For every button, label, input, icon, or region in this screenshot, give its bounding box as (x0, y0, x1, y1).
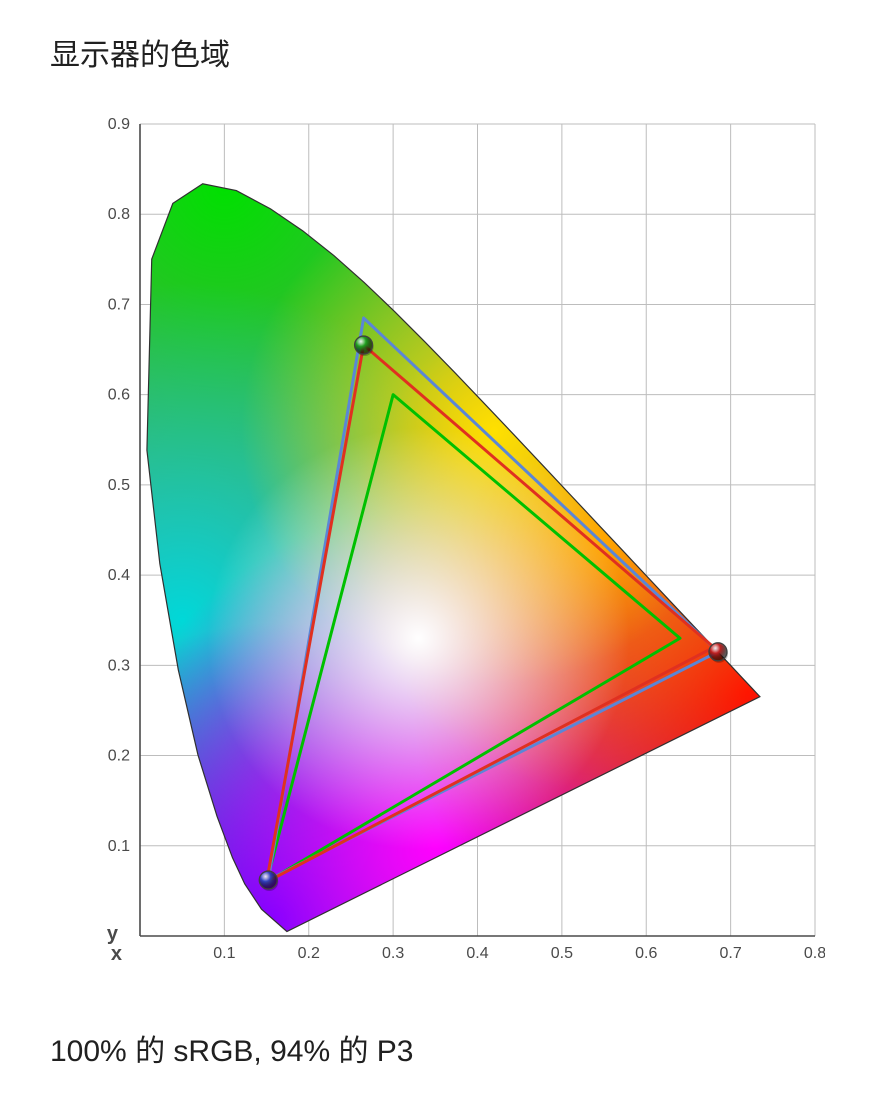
svg-text:x: x (111, 943, 122, 965)
gamut-caption: 100% 的 sRGB, 94% 的 P3 (50, 1026, 843, 1070)
svg-text:0.1: 0.1 (108, 838, 130, 855)
svg-text:0.5: 0.5 (108, 477, 130, 494)
svg-text:0.6: 0.6 (108, 387, 130, 404)
svg-text:0.8: 0.8 (804, 945, 825, 962)
svg-text:0.3: 0.3 (382, 945, 404, 962)
svg-text:y: y (107, 923, 119, 945)
svg-text:0.7: 0.7 (108, 296, 130, 313)
svg-text:0.8: 0.8 (108, 206, 130, 223)
chromaticity-chart: 0.1 0.2 0.3 0.4 0.5 0.6 0.7 0.8 0.1 0.2 0.3 0.4 0.5 0… (85, 114, 825, 984)
svg-text:0.5: 0.5 (551, 945, 573, 962)
svg-text:0.2: 0.2 (298, 945, 320, 962)
svg-text:0.2: 0.2 (108, 748, 130, 765)
svg-text:0.9: 0.9 (108, 116, 130, 133)
svg-text:0.7: 0.7 (720, 945, 742, 962)
svg-text:0.4: 0.4 (108, 567, 130, 584)
page-title: 显示器的色域 (50, 30, 843, 74)
svg-text:0.4: 0.4 (466, 945, 488, 962)
svg-text:0.3: 0.3 (108, 657, 130, 674)
svg-text:0.1: 0.1 (213, 945, 235, 962)
svg-text:0.6: 0.6 (635, 945, 657, 962)
